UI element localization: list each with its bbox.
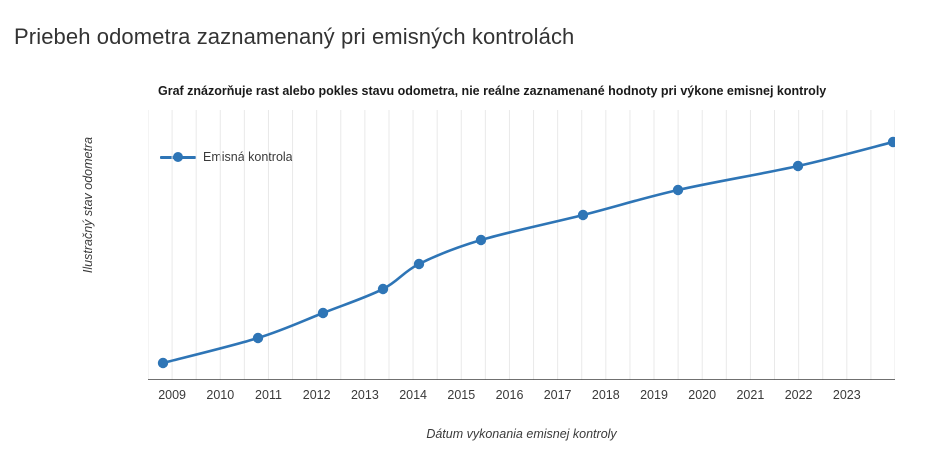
page-title: Priebeh odometra zaznamenaný pri emisnýc… [14,24,575,49]
data-point-marker [157,357,169,369]
data-point-marker [577,209,589,221]
x-tick-label: 2015 [447,388,476,402]
data-point-marker [377,283,389,295]
x-tick-label: 2010 [206,388,235,402]
data-point-marker [475,234,487,246]
x-tick-label: 2016 [495,388,524,402]
x-tick-label: 2011 [255,388,282,402]
x-tick-label: 2020 [688,388,717,402]
x-axis-title: Dátum vykonania emisnej kontroly [426,427,617,441]
x-tick-label: 2019 [640,388,668,402]
x-tick-label: 2023 [832,388,861,402]
series-line-emisna-kontrola [161,140,895,365]
x-tick-label: 2014 [399,388,427,402]
x-tick-label: 2009 [158,388,186,402]
chart-subtitle: Graf znázorňuje rast alebo pokles stavu … [158,84,827,98]
data-point-marker [887,136,895,148]
x-tick-label: 2013 [350,388,379,402]
x-tick-label: 2022 [784,388,813,402]
x-axis-tick-labels: 2009 2010 2011 2012 2013 2014 2015 2016 2017 2018… [148,388,895,408]
x-tick-label: 2018 [591,388,620,402]
data-point-marker [413,258,425,270]
chart-legend[interactable]: Emisná kontrola [160,148,293,166]
x-tick-label: 2021 [736,388,765,402]
data-point-marker [672,184,684,196]
data-point-marker [317,307,329,319]
plot-area [148,110,895,380]
legend-item-label: Emisná kontrola [203,150,293,164]
data-point-marker [792,160,804,172]
x-tick-label: 2012 [302,388,331,402]
data-point-marker [252,332,264,344]
grid-lines [148,110,895,380]
line-chart-svg [148,110,895,380]
series-markers [157,136,895,369]
y-axis-title: Ilustračný stav odometra [81,136,95,274]
legend-marker-icon [160,150,196,164]
x-tick-label: 2017 [543,388,572,402]
